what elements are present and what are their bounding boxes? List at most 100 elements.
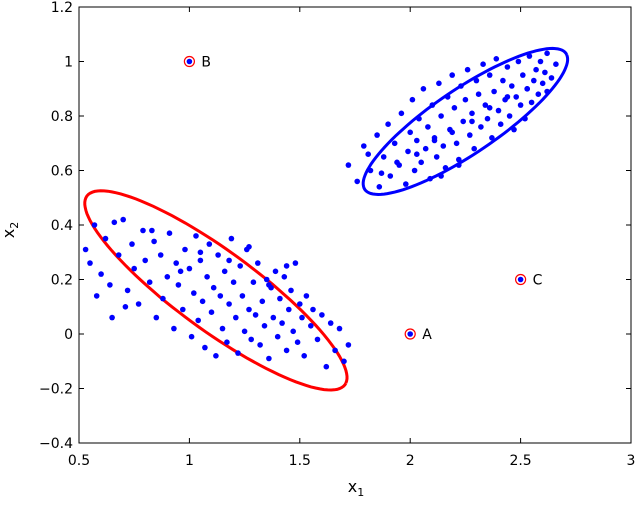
outlier-ring xyxy=(404,328,416,340)
data-point xyxy=(87,260,93,266)
data-point xyxy=(491,88,497,95)
data-point xyxy=(387,173,394,179)
data-point xyxy=(440,143,447,149)
data-point xyxy=(202,344,208,351)
data-point xyxy=(475,91,482,97)
data-point xyxy=(493,56,500,62)
data-point xyxy=(288,287,294,294)
y-axis-label: x2 xyxy=(0,222,21,238)
y-tick-label: 0.6 xyxy=(51,164,73,180)
data-point xyxy=(469,118,475,125)
x-axis-label-subscript: 1 xyxy=(357,486,364,499)
y-tick-label: −0.2 xyxy=(39,382,73,398)
point-layer xyxy=(82,50,559,370)
data-point xyxy=(230,279,237,286)
outlier-label: B xyxy=(201,55,211,71)
data-point xyxy=(206,241,213,247)
data-point xyxy=(429,102,436,108)
x-tick-label: 1.5 xyxy=(289,453,311,469)
data-point xyxy=(197,249,204,256)
x-axis-label-main: x xyxy=(348,477,357,496)
x-tick-label: 0.5 xyxy=(68,453,90,469)
data-point xyxy=(438,173,444,179)
y-tick-label: 1 xyxy=(64,55,73,71)
data-point xyxy=(135,301,142,307)
data-point xyxy=(336,325,343,332)
data-point xyxy=(270,314,277,321)
data-point xyxy=(254,260,261,266)
data-point xyxy=(361,143,367,149)
outlier-label: C xyxy=(533,273,543,289)
data-point xyxy=(314,336,321,343)
data-point xyxy=(535,91,542,97)
y-axis-ticks: −0.4 −0.2 0 0.2 0.4 0.6 0.8 1 1.2 xyxy=(39,0,631,452)
outlier-ring xyxy=(514,273,527,286)
data-point xyxy=(266,355,272,362)
data-point xyxy=(531,77,537,84)
data-point xyxy=(414,137,420,144)
data-point xyxy=(420,86,427,92)
y-tick-label: 0.4 xyxy=(51,218,73,234)
data-point xyxy=(272,268,279,275)
data-point xyxy=(82,246,89,253)
data-point xyxy=(539,80,546,87)
data-point xyxy=(239,293,246,299)
data-point xyxy=(226,257,232,264)
data-point xyxy=(354,178,361,185)
data-point xyxy=(213,353,219,359)
data-point xyxy=(438,113,444,119)
data-point xyxy=(157,252,164,258)
data-point xyxy=(286,306,292,313)
data-point xyxy=(177,268,184,275)
data-point xyxy=(250,279,257,286)
data-point xyxy=(102,235,109,242)
data-point xyxy=(500,77,506,84)
data-point xyxy=(548,75,555,81)
plot-area xyxy=(79,7,631,443)
data-point xyxy=(480,61,486,67)
outlier-point xyxy=(407,331,414,337)
data-point xyxy=(422,145,429,152)
data-point xyxy=(226,301,232,307)
data-point xyxy=(204,274,210,280)
data-point xyxy=(263,276,270,283)
outlier-point xyxy=(517,276,524,283)
data-point xyxy=(171,325,177,332)
data-point xyxy=(131,265,137,272)
data-point xyxy=(409,96,416,103)
data-point xyxy=(120,216,126,223)
data-point xyxy=(151,238,157,245)
data-point xyxy=(237,263,243,269)
outlier-label: A xyxy=(422,327,432,343)
data-point xyxy=(180,306,186,313)
data-point xyxy=(224,339,230,346)
data-point xyxy=(391,140,398,147)
data-point xyxy=(98,271,104,277)
data-point xyxy=(197,257,204,264)
data-point xyxy=(433,154,440,160)
data-point xyxy=(509,83,515,89)
x-tick-label: 2.5 xyxy=(509,453,531,469)
data-point xyxy=(257,342,263,348)
data-point xyxy=(219,325,226,332)
data-point xyxy=(374,132,380,138)
data-point xyxy=(464,66,471,73)
outlier-layer: A B C xyxy=(183,55,543,343)
data-point xyxy=(319,312,325,318)
x-tick-label: 3 xyxy=(627,453,636,469)
data-point xyxy=(281,274,288,280)
data-point xyxy=(297,301,303,307)
data-point xyxy=(228,235,235,242)
data-point xyxy=(553,61,559,67)
data-point xyxy=(310,306,316,313)
data-point xyxy=(252,312,259,318)
data-point xyxy=(526,53,533,59)
data-point xyxy=(537,58,544,65)
data-point xyxy=(460,118,467,125)
data-point xyxy=(497,121,504,127)
ellipse-layer xyxy=(83,46,570,392)
data-point xyxy=(266,282,272,288)
data-point xyxy=(378,170,385,176)
data-point xyxy=(248,336,254,343)
upper-cluster-ellipse xyxy=(361,46,570,197)
